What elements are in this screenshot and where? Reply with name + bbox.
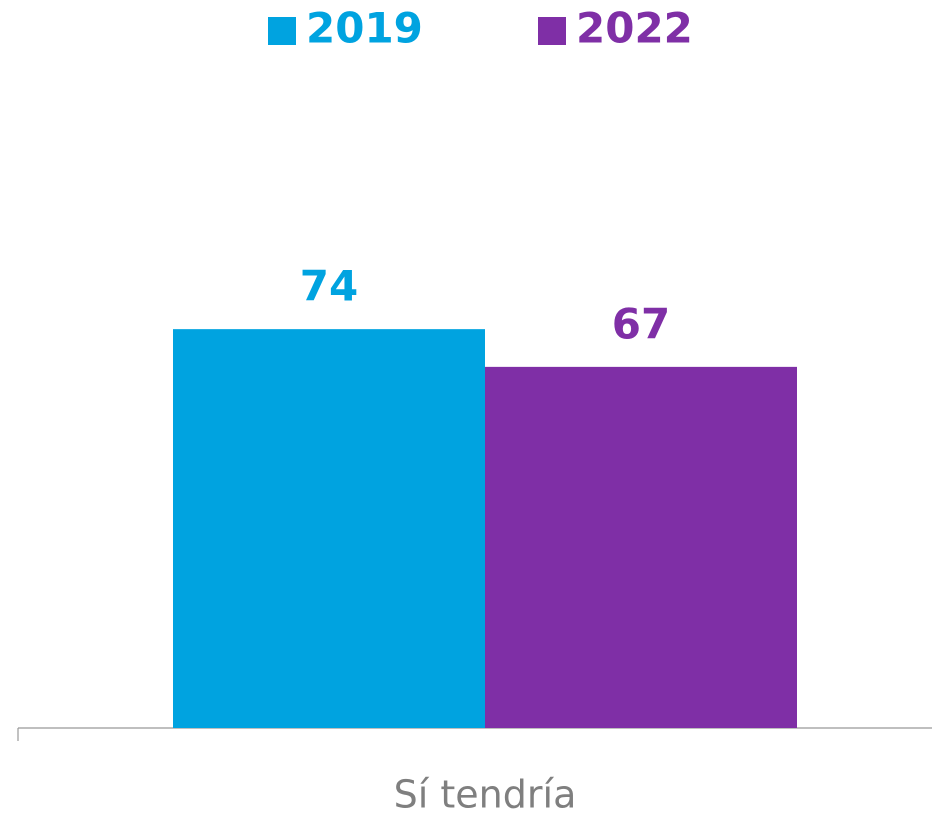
legend-label: 2019: [306, 4, 423, 53]
legend-label: 2022: [576, 4, 693, 53]
value-label: 74: [300, 262, 358, 311]
x-tick-label: Sí tendría: [394, 773, 577, 815]
bar: [485, 366, 797, 728]
legend-swatch: [538, 17, 566, 45]
legend-swatch: [268, 17, 296, 45]
value-label: 67: [612, 299, 670, 348]
bar: [173, 329, 485, 728]
